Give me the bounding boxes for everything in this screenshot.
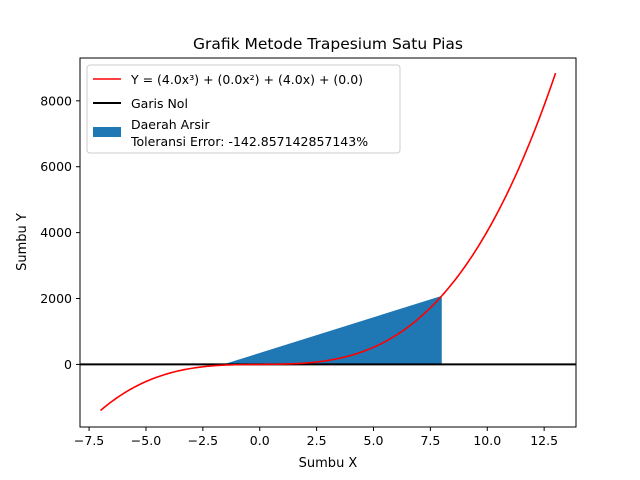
- x-tick-label: 12.5: [530, 433, 558, 448]
- y-axis-label: Sumbu Y: [15, 213, 30, 271]
- axes-frame: [79, 57, 577, 428]
- x-tick-label: 0.0: [250, 433, 270, 448]
- plot-area: [80, 72, 576, 412]
- legend-error-tolerance-label: Toleransi Error: -142.857142857143%: [130, 134, 368, 149]
- x-tick-label: 10.0: [473, 433, 501, 448]
- legend-zero-line-label: Garis Nol: [131, 96, 188, 111]
- legend: Y = (4.0x³) + (0.0x²) + (4.0x) + (0.0) G…: [86, 64, 401, 154]
- chart-title: Grafik Metode Trapesium Satu Pias: [193, 35, 463, 53]
- x-axis-label: Sumbu X: [299, 456, 358, 471]
- function-curve: [99, 72, 557, 412]
- legend-box: [86, 64, 401, 154]
- x-tick-label: −2.5: [188, 433, 218, 448]
- y-axis-ticks: 0 2000 4000 6000 8000: [40, 93, 80, 372]
- legend-shaded-area-label: Daerah Arsir: [131, 117, 210, 132]
- y-tick-label: 6000: [40, 159, 72, 174]
- x-tick-label: 7.5: [420, 433, 440, 448]
- legend-function-label: Y = (4.0x³) + (0.0x²) + (4.0x) + (0.0): [130, 72, 363, 87]
- legend-shaded-area-swatch: [93, 127, 121, 137]
- y-tick-label: 0: [64, 357, 72, 372]
- x-tick-label: 2.5: [307, 433, 327, 448]
- x-tick-label: 5.0: [364, 433, 384, 448]
- x-tick-label: −5.0: [131, 433, 161, 448]
- shaded-area: [223, 295, 442, 365]
- y-tick-label: 2000: [40, 291, 72, 306]
- x-tick-label: −7.5: [74, 433, 104, 448]
- y-tick-label: 4000: [40, 225, 72, 240]
- y-tick-label: 8000: [40, 93, 72, 108]
- x-axis-ticks: −7.5 −5.0 −2.5 0.0 2.5 5.0 7.5 10.0 12.5: [74, 427, 558, 448]
